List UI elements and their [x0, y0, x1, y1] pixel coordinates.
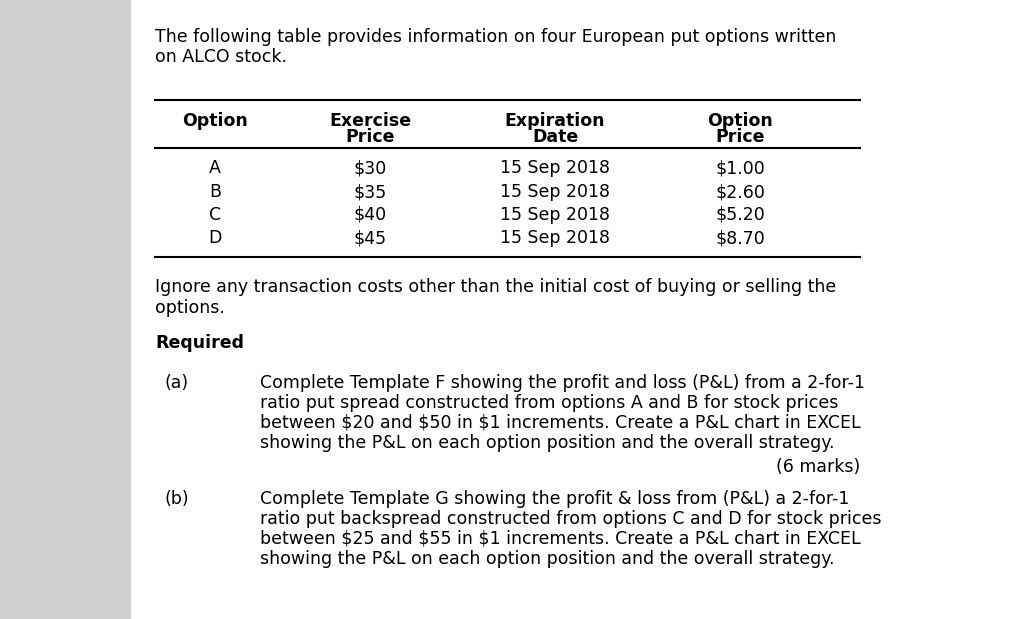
- Text: ratio put spread constructed from options A and B for stock prices: ratio put spread constructed from option…: [260, 394, 839, 412]
- Text: 15 Sep 2018: 15 Sep 2018: [500, 183, 610, 201]
- Text: C: C: [209, 206, 221, 224]
- Text: Required: Required: [155, 334, 244, 352]
- Text: Option: Option: [182, 112, 248, 130]
- Text: between $20 and $50 in $1 increments. Create a P&L chart in EXCEL: between $20 and $50 in $1 increments. Cr…: [260, 414, 860, 432]
- Text: (b): (b): [165, 490, 189, 508]
- Text: Ignore any transaction costs other than the initial cost of buying or selling th: Ignore any transaction costs other than …: [155, 278, 837, 296]
- Text: showing the P&L on each option position and the overall strategy.: showing the P&L on each option position …: [260, 550, 835, 568]
- Text: $2.60: $2.60: [715, 183, 765, 201]
- Text: $35: $35: [353, 183, 387, 201]
- Text: Exercise: Exercise: [329, 112, 411, 130]
- Text: 15 Sep 2018: 15 Sep 2018: [500, 229, 610, 247]
- Text: D: D: [208, 229, 221, 247]
- Text: Option: Option: [708, 112, 773, 130]
- Text: 15 Sep 2018: 15 Sep 2018: [500, 206, 610, 224]
- Text: Complete Template F showing the profit and loss (P&L) from a 2-for-1: Complete Template F showing the profit a…: [260, 374, 865, 392]
- Text: Price: Price: [715, 128, 765, 146]
- Text: A: A: [209, 159, 221, 177]
- Text: $8.70: $8.70: [715, 229, 765, 247]
- Text: $5.20: $5.20: [715, 206, 765, 224]
- Text: Complete Template G showing the profit & loss from (P&L) a 2-for-1: Complete Template G showing the profit &…: [260, 490, 849, 508]
- Text: options.: options.: [155, 299, 225, 317]
- Text: (6 marks): (6 marks): [776, 458, 860, 476]
- Text: $30: $30: [353, 159, 387, 177]
- Text: B: B: [209, 183, 221, 201]
- Text: Date: Date: [531, 128, 579, 146]
- Text: The following table provides information on four European put options written: The following table provides information…: [155, 28, 837, 46]
- Text: $40: $40: [353, 206, 387, 224]
- Text: on ALCO stock.: on ALCO stock.: [155, 48, 287, 66]
- Text: (a): (a): [165, 374, 189, 392]
- Text: between $25 and $55 in $1 increments. Create a P&L chart in EXCEL: between $25 and $55 in $1 increments. Cr…: [260, 530, 860, 548]
- Text: showing the P&L on each option position and the overall strategy.: showing the P&L on each option position …: [260, 434, 835, 452]
- Text: ratio put backspread constructed from options C and D for stock prices: ratio put backspread constructed from op…: [260, 510, 882, 528]
- Text: Price: Price: [345, 128, 394, 146]
- Text: $1.00: $1.00: [715, 159, 765, 177]
- Text: 15 Sep 2018: 15 Sep 2018: [500, 159, 610, 177]
- Text: $45: $45: [353, 229, 387, 247]
- Text: Expiration: Expiration: [505, 112, 605, 130]
